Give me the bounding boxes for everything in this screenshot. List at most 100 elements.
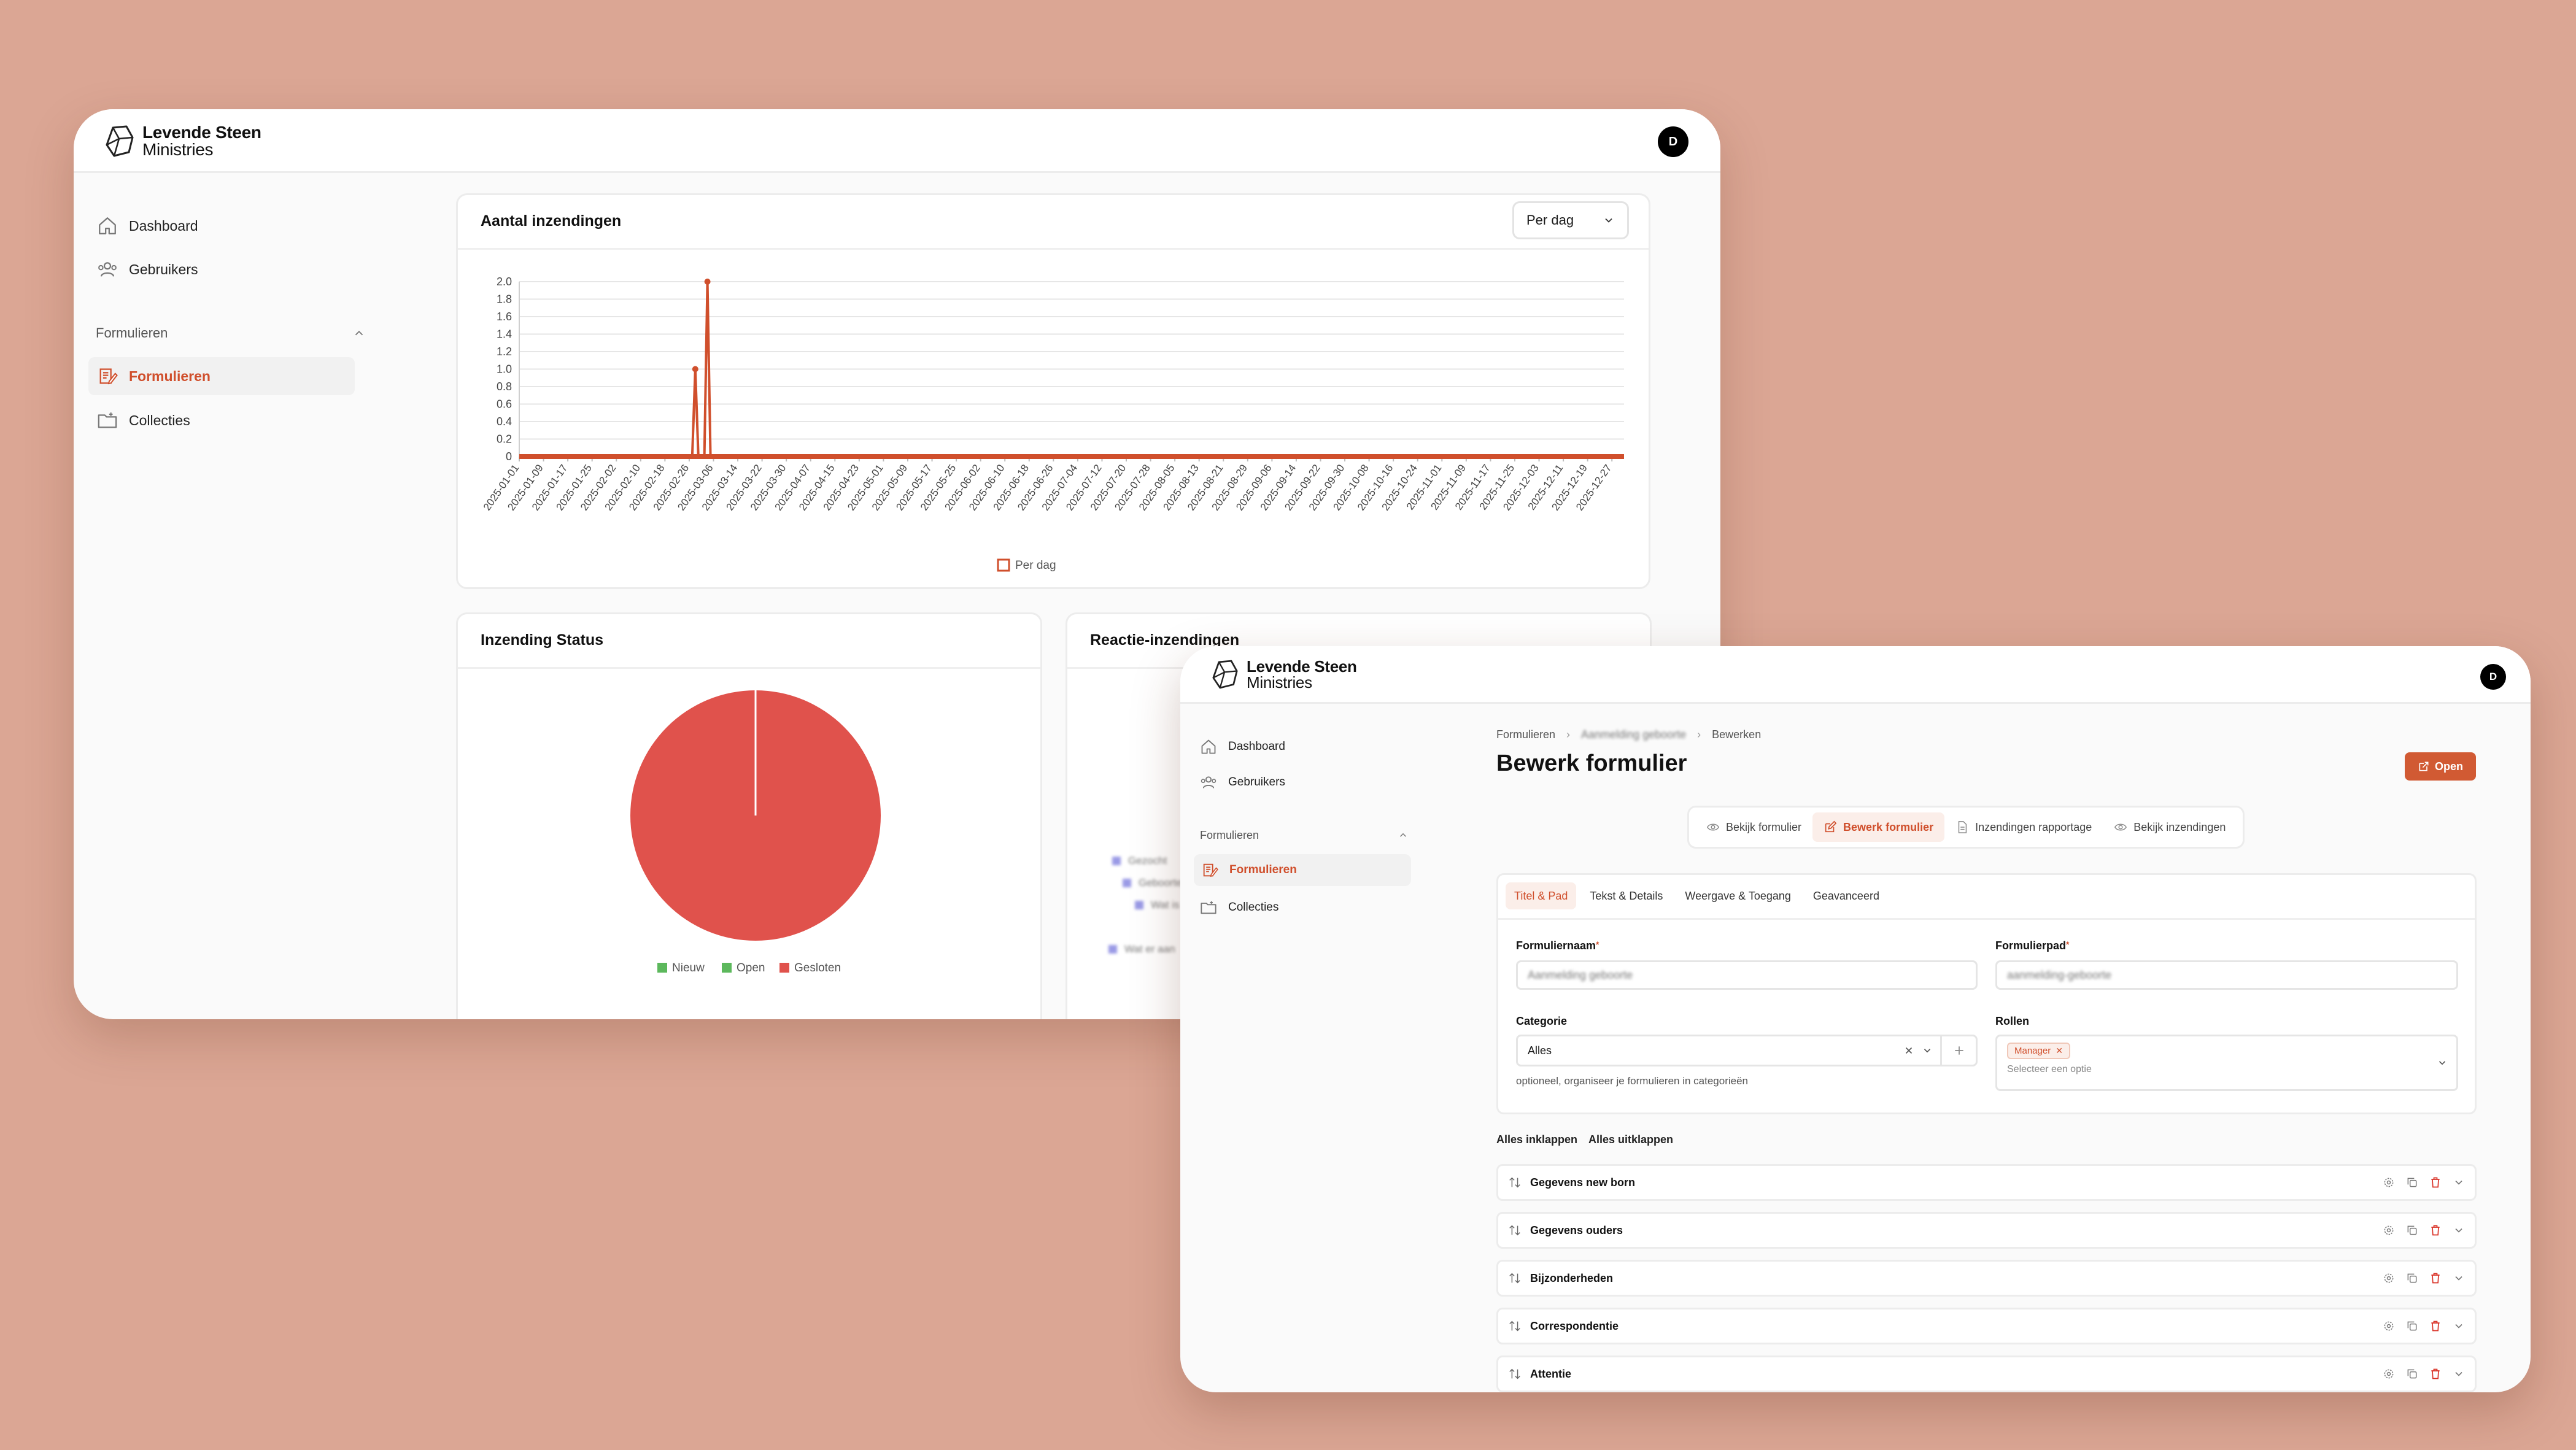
clear-icon[interactable]	[1903, 1045, 1914, 1056]
chevron-down-icon[interactable]	[2453, 1176, 2465, 1189]
sidebar-group-formulieren[interactable]: Formulieren	[96, 321, 366, 345]
tab-geavanceerd[interactable]: Geavanceerd	[1812, 889, 1879, 902]
gear-icon[interactable]	[2383, 1176, 2395, 1189]
open-button[interactable]: Open	[2405, 752, 2476, 781]
copy-icon[interactable]	[2406, 1272, 2418, 1284]
tab-bekijk-formulier[interactable]: Bekijk formulier	[1695, 812, 1812, 842]
role-chip-manager[interactable]: Manager ✕	[2007, 1043, 2070, 1059]
section-row[interactable]: Attentie	[1496, 1356, 2477, 1392]
add-category-button[interactable]	[1940, 1036, 1976, 1065]
sidebar-item-formulieren[interactable]: Formulieren	[88, 357, 355, 395]
user-avatar[interactable]: D	[2480, 664, 2506, 690]
period-select[interactable]: Per dag	[1512, 201, 1629, 239]
copy-icon[interactable]	[2406, 1320, 2418, 1332]
gear-icon[interactable]	[2383, 1320, 2395, 1332]
tab-inzendingen-rapportage[interactable]: Inzendingen rapportage	[1944, 812, 2103, 842]
brand-logo[interactable]: Levende Steen Ministries	[1212, 658, 1357, 690]
sort-arrows-icon[interactable]	[1508, 1319, 1522, 1333]
gear-icon[interactable]	[2383, 1272, 2395, 1284]
chevron-down-icon[interactable]	[1922, 1045, 1933, 1056]
collapse-all-button[interactable]: Alles inklappen	[1496, 1133, 1578, 1146]
user-avatar[interactable]: D	[1658, 126, 1688, 157]
expand-all-button[interactable]: Alles uitklappen	[1588, 1133, 1674, 1146]
sidebar-group-formulieren[interactable]: Formulieren	[1200, 824, 1409, 846]
tab-titel-pad[interactable]: Titel & Pad	[1506, 882, 1577, 909]
tab-tekst-details[interactable]: Tekst & Details	[1590, 889, 1663, 902]
copy-icon[interactable]	[2406, 1368, 2418, 1380]
tab-bewerk-formulier[interactable]: Bewerk formulier	[1812, 812, 1945, 842]
reactie-legend-item: Geboorte	[1123, 877, 1182, 889]
chevron-down-icon[interactable]	[2437, 1057, 2448, 1068]
section-title: Attentie	[1530, 1367, 1571, 1380]
y-tick-label: 1.0	[497, 363, 512, 376]
trash-icon[interactable]	[2429, 1368, 2442, 1380]
sidebar-item-label: Dashboard	[129, 217, 198, 234]
categorie-select[interactable]: Alles	[1516, 1035, 1978, 1066]
chevron-down-icon[interactable]	[2453, 1224, 2465, 1236]
stone-logo-icon	[106, 125, 134, 157]
remove-chip-icon[interactable]: ✕	[2056, 1046, 2063, 1055]
users-icon	[1201, 776, 1216, 789]
y-tick-label: 0.8	[497, 380, 512, 393]
formulierpad-input[interactable]: aanmelding-geboorte	[1995, 960, 2458, 990]
brand-line2: Ministries	[1247, 673, 1312, 692]
rollen-label: Rollen	[1995, 1015, 2030, 1027]
copy-icon[interactable]	[2406, 1224, 2418, 1236]
folder-icon	[98, 412, 117, 428]
tab-weergave-toegang[interactable]: Weergave & Toegang	[1685, 889, 1791, 902]
sidebar-item-collecties[interactable]: Collecties	[97, 405, 190, 436]
breadcrumb-item-formulieren[interactable]: Formulieren	[1496, 728, 1556, 741]
brand-line1: Levende Steen	[142, 123, 261, 142]
pie-chart: Nieuw Open Gesloten	[630, 690, 881, 974]
section-row[interactable]: Bijzonderheden	[1496, 1260, 2477, 1297]
sidebar-item-gebruikers[interactable]: Gebruikers	[97, 254, 198, 285]
sidebar-item-formulieren[interactable]: Formulieren	[1194, 854, 1411, 886]
sidebar-item-dashboard[interactable]: Dashboard	[1200, 733, 1285, 760]
sidebar-item-label: Collecties	[1228, 901, 1279, 914]
y-tick-label: 1.8	[497, 293, 512, 306]
rollen-multiselect[interactable]: Manager ✕ Selecteer een optie	[1995, 1035, 2458, 1091]
form-edit-icon	[1203, 863, 1218, 877]
trash-icon[interactable]	[2429, 1224, 2442, 1236]
gear-icon[interactable]	[2383, 1224, 2395, 1236]
sort-arrows-icon[interactable]	[1508, 1224, 1522, 1237]
section-row[interactable]: Gegevens ouders	[1496, 1212, 2477, 1249]
top-bar: Levende Steen Ministries D	[74, 109, 1720, 173]
page-title: Bewerk formulier	[1496, 750, 1687, 776]
legend-label: Open	[737, 962, 765, 974]
brand-logo[interactable]: Levende Steen Ministries	[106, 124, 261, 158]
copy-icon[interactable]	[2406, 1176, 2418, 1189]
sort-arrows-icon[interactable]	[1508, 1176, 1522, 1189]
sidebar-item-label: Collecties	[129, 412, 190, 428]
sidebar-item-dashboard[interactable]: Dashboard	[97, 210, 198, 241]
input-value: aanmelding-geboorte	[2007, 968, 2112, 981]
input-value: Aanmelding geboorte	[1528, 968, 1633, 981]
card-title: Inzending Status	[481, 631, 603, 649]
sort-arrows-icon[interactable]	[1508, 1367, 1522, 1381]
editor-window: Levende Steen Ministries D Dashboard Geb…	[1180, 646, 2531, 1392]
sidebar-item-gebruikers[interactable]: Gebruikers	[1200, 769, 1285, 796]
section-row[interactable]: Correspondentie	[1496, 1308, 2477, 1344]
trash-icon[interactable]	[2429, 1176, 2442, 1189]
section-row[interactable]: Gegevens new born	[1496, 1164, 2477, 1201]
gear-icon[interactable]	[2383, 1368, 2395, 1380]
rollen-placeholder: Selecteer een optie	[2007, 1064, 2092, 1074]
chevron-down-icon[interactable]	[2453, 1272, 2465, 1284]
sidebar-item-collecties[interactable]: Collecties	[1200, 894, 1278, 921]
users-icon	[98, 262, 117, 277]
sort-arrows-icon[interactable]	[1508, 1271, 1522, 1285]
eye-icon	[1706, 823, 1720, 831]
chevron-down-icon[interactable]	[2453, 1368, 2465, 1380]
tab-bekijk-inzendingen[interactable]: Bekijk inzendingen	[2103, 812, 2237, 842]
chevron-down-icon[interactable]	[2453, 1320, 2465, 1332]
y-tick-label: 0.6	[497, 398, 512, 411]
breadcrumb-item-form[interactable]: Aanmelding geboorte	[1581, 728, 1687, 741]
trash-icon[interactable]	[2429, 1272, 2442, 1284]
section-title: Gegevens ouders	[1530, 1224, 1623, 1236]
y-tick-label: 0.4	[497, 415, 512, 428]
divider	[458, 248, 1649, 250]
formuliernaam-input[interactable]: Aanmelding geboorte	[1516, 960, 1978, 990]
y-tick-label: 0	[506, 450, 512, 463]
folder-icon	[1201, 901, 1216, 914]
trash-icon[interactable]	[2429, 1320, 2442, 1332]
